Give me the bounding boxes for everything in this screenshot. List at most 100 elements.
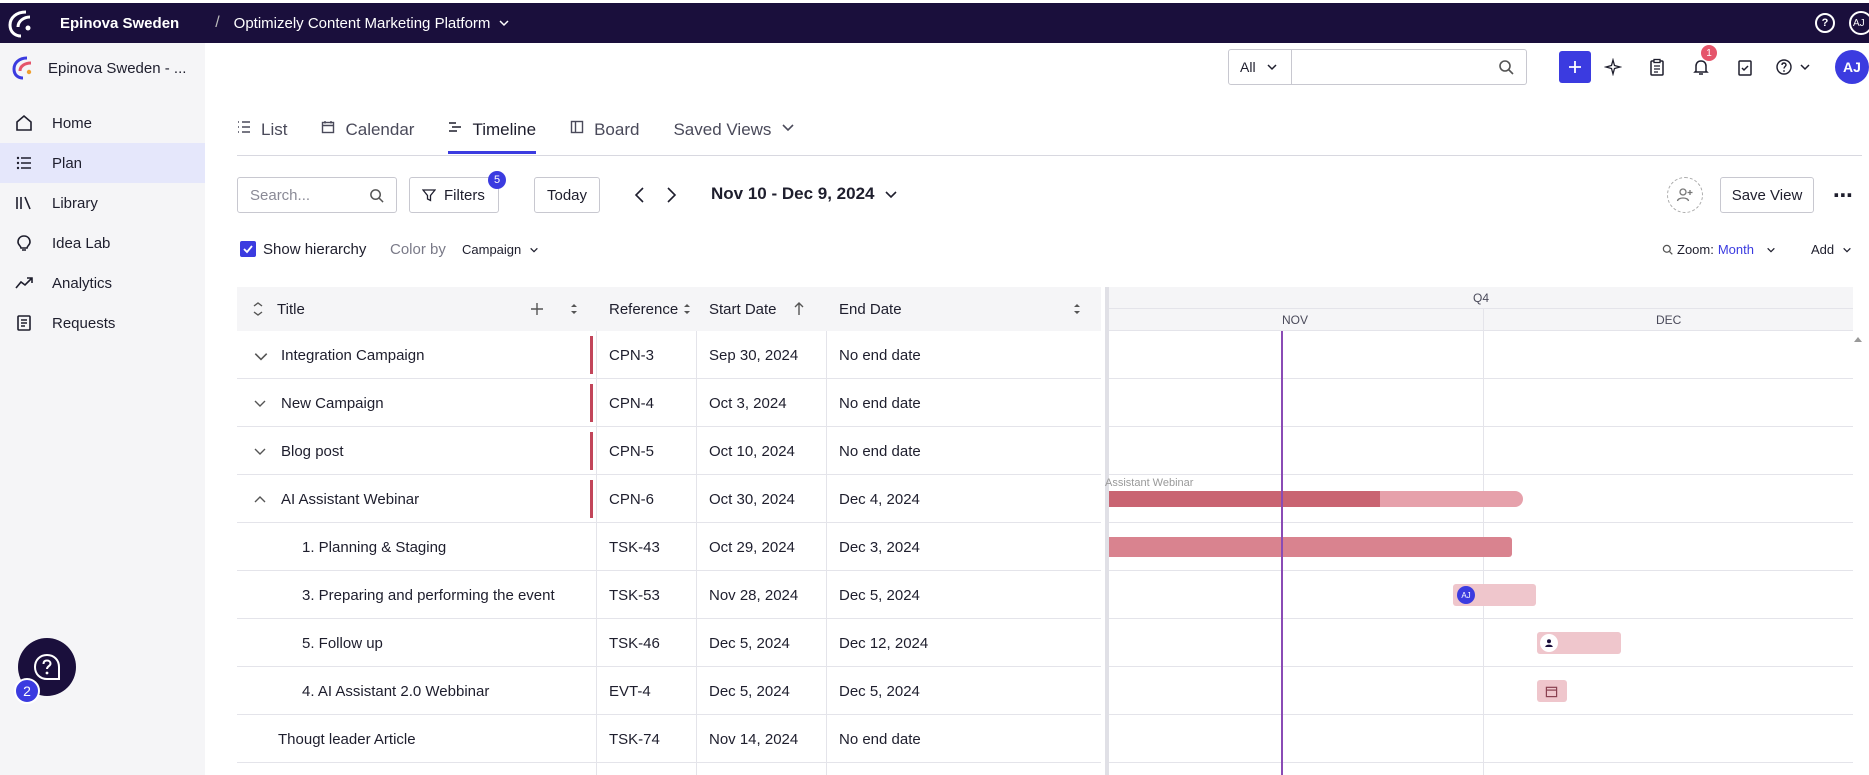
date-range-picker[interactable]: Nov 10 - Dec 9, 2024 (711, 184, 898, 204)
sort-icon[interactable] (569, 302, 579, 316)
row-title[interactable]: 3. Preparing and performing the event (302, 586, 555, 604)
user-avatar[interactable]: AJ (1835, 50, 1869, 84)
row-title[interactable]: 5. Follow up (302, 634, 383, 652)
row-start-date: Oct 10, 2024 (709, 442, 795, 460)
more-options-icon[interactable]: ⋯ (1833, 185, 1854, 207)
table-row[interactable]: 5. Follow up TSK-46 Dec 5, 2024 Dec 12, … (237, 619, 1101, 667)
chevron-up-icon[interactable] (253, 492, 267, 506)
tasks-button[interactable] (1723, 51, 1767, 83)
search-scope-select[interactable]: All (1228, 49, 1292, 85)
timeline-bar-event[interactable] (1537, 680, 1567, 702)
sidebar-item-idea-lab[interactable]: Idea Lab (0, 223, 205, 263)
row-title[interactable]: AI Assistant Webinar (281, 490, 420, 508)
sort-icon[interactable] (1072, 302, 1082, 316)
create-button[interactable] (1559, 51, 1591, 83)
table-row[interactable]: Thougt leader Article TSK-74 Nov 14, 202… (237, 715, 1101, 763)
zoom-select[interactable]: Zoom: Month (1662, 242, 1776, 257)
row-title[interactable]: Thougt leader Article (278, 730, 416, 748)
sort-icon[interactable] (682, 302, 692, 316)
chevron-down-icon (1267, 64, 1277, 71)
table-row[interactable]: 3. Preparing and performing the event TS… (237, 571, 1101, 619)
save-view-button[interactable]: Save View (1720, 177, 1814, 213)
workspace-switcher[interactable]: Epinova Sweden - ... (0, 43, 205, 93)
today-button[interactable]: Today (534, 177, 600, 213)
user-icon[interactable] (1540, 634, 1558, 652)
check-icon (243, 245, 253, 254)
row-title[interactable]: New Campaign (281, 394, 384, 412)
user-avatar-topbar[interactable]: AJ (1849, 11, 1869, 35)
column-header-title[interactable]: Title (277, 300, 305, 318)
timeline-row (1109, 379, 1853, 427)
column-header-start-date[interactable]: Start Date (709, 300, 777, 318)
timeline-row (1109, 619, 1853, 667)
help-circle-icon[interactable]: ? (1815, 13, 1835, 33)
sidebar-item-library[interactable]: Library (0, 183, 205, 223)
plus-icon (1569, 61, 1581, 73)
chevron-down-icon (885, 191, 898, 199)
show-hierarchy-label[interactable]: Show hierarchy (263, 241, 367, 258)
sidebar-item-requests[interactable]: Requests (0, 303, 205, 343)
show-hierarchy-checkbox[interactable] (240, 241, 256, 257)
row-title[interactable]: Integration Campaign (281, 346, 425, 364)
timeline-row (1109, 715, 1853, 763)
row-end-date: No end date (839, 442, 921, 460)
chevron-down-icon[interactable] (253, 396, 267, 410)
tab-board[interactable]: Board (570, 108, 639, 154)
sidebar-item-analytics[interactable]: Analytics (0, 263, 205, 303)
arrow-up-icon[interactable] (793, 301, 805, 317)
campaign-color-marker (590, 384, 593, 422)
column-header-end-date[interactable]: End Date (839, 300, 902, 318)
table-row[interactable]: AI Assistant Webinar CPN-6 Oct 30, 2024 … (237, 475, 1101, 523)
tab-calendar[interactable]: Calendar (321, 108, 414, 154)
chevron-down-icon[interactable] (253, 348, 269, 364)
campaign-color-marker (590, 432, 593, 470)
app-logo-icon[interactable] (4, 6, 38, 40)
assign-user-button[interactable] (1667, 177, 1703, 213)
table-row[interactable]: 4. AI Assistant 2.0 Webbinar EVT-4 Dec 5… (237, 667, 1101, 715)
tab-list[interactable]: List (237, 108, 287, 154)
sidebar-item-home[interactable]: Home (0, 103, 205, 143)
timeline-row (1109, 667, 1853, 715)
scroll-up-icon[interactable] (1853, 335, 1863, 343)
chevron-down-icon (782, 124, 794, 132)
tab-saved-views[interactable]: Saved Views (673, 108, 795, 154)
column-header-reference[interactable]: Reference (609, 300, 679, 318)
chevron-left-icon[interactable] (630, 185, 650, 205)
tab-timeline[interactable]: Timeline (448, 108, 537, 154)
chevron-right-icon[interactable] (661, 185, 681, 205)
search-scope-value: All (1240, 59, 1256, 75)
help-fab-button[interactable] (18, 638, 76, 696)
table-row[interactable]: 1. Planning & Staging TSK-43 Oct 29, 202… (237, 523, 1101, 571)
timeline-search-input[interactable]: Search... (237, 177, 397, 213)
search-icon[interactable] (1498, 59, 1514, 75)
timeline-bar-task[interactable] (1537, 632, 1621, 654)
timeline-bar-task[interactable] (1109, 537, 1512, 557)
chevron-down-icon[interactable] (253, 444, 267, 458)
plus-icon[interactable] (529, 301, 545, 317)
row-title[interactable]: 4. AI Assistant 2.0 Webbinar (302, 682, 490, 700)
row-end-date: No end date (839, 730, 921, 748)
color-by-select[interactable]: Campaign (462, 242, 539, 257)
row-title[interactable]: 1. Planning & Staging (302, 538, 447, 556)
table-row[interactable]: New Campaign CPN-4 Oct 3, 2024 No end da… (237, 379, 1101, 427)
org-name[interactable]: Epinova Sweden (60, 14, 180, 32)
bar-label: Assistant Webinar (1105, 477, 1194, 489)
assignee-avatar[interactable]: AJ (1457, 586, 1475, 604)
document-icon (14, 313, 34, 333)
add-column-button[interactable]: Add (1811, 242, 1852, 257)
help-menu-button[interactable] (1767, 51, 1819, 83)
row-end-date: No end date (839, 346, 921, 364)
table-row[interactable]: Integration Campaign CPN-3 Sep 30, 2024 … (237, 331, 1101, 379)
table-row[interactable]: Blog post CPN-5 Oct 10, 2024 No end date (237, 427, 1101, 475)
row-start-date: Dec 5, 2024 (709, 682, 790, 700)
sidebar-item-plan[interactable]: Plan (0, 143, 205, 183)
row-title[interactable]: Blog post (281, 442, 344, 460)
notifications-button[interactable]: 1 (1679, 45, 1723, 83)
clipboard-button[interactable] (1635, 51, 1679, 83)
expand-collapse-all-icon[interactable] (251, 301, 265, 317)
filters-button[interactable]: Filters (409, 177, 499, 213)
ai-sparkle-button[interactable] (1591, 51, 1635, 83)
product-switcher[interactable]: Optimizely Content Marketing Platform (234, 15, 511, 32)
tab-label: Saved Views (673, 120, 772, 139)
global-search-input[interactable] (1292, 49, 1527, 85)
